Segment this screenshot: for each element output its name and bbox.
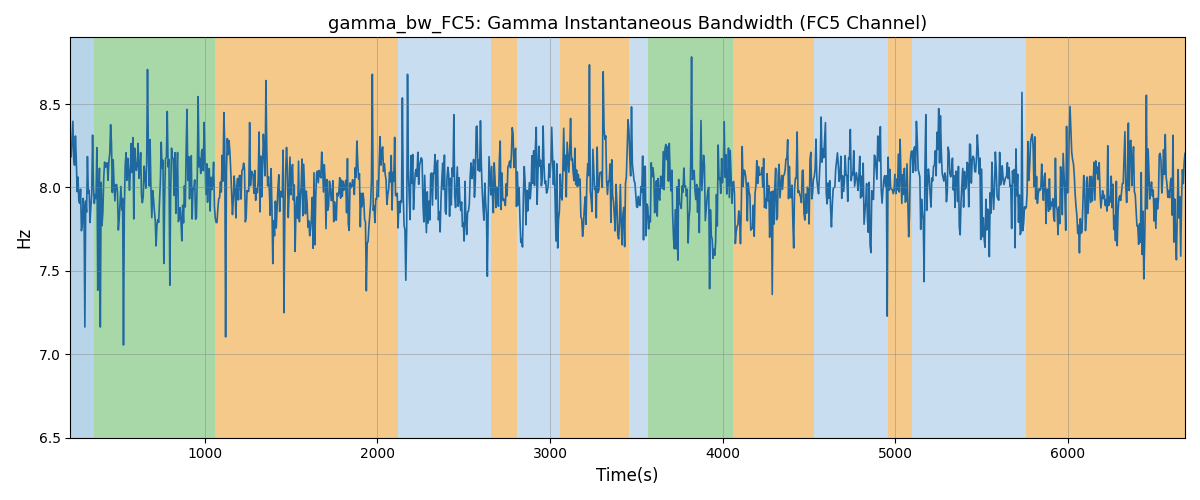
Title: gamma_bw_FC5: Gamma Instantaneous Bandwidth (FC5 Channel): gamma_bw_FC5: Gamma Instantaneous Bandwi…	[328, 15, 928, 34]
Bar	[491, 38, 517, 438]
Bar	[888, 38, 912, 438]
Bar	[215, 38, 398, 438]
Bar	[1026, 38, 1046, 438]
Bar	[814, 38, 888, 438]
Bar	[912, 38, 1026, 438]
Bar	[629, 38, 648, 438]
X-axis label: Time(s): Time(s)	[596, 467, 659, 485]
Bar	[71, 38, 95, 438]
Bar	[648, 38, 733, 438]
Bar	[95, 38, 215, 438]
Bar	[1046, 38, 1186, 438]
Bar	[560, 38, 629, 438]
Bar	[398, 38, 491, 438]
Bar	[517, 38, 560, 438]
Y-axis label: Hz: Hz	[16, 227, 34, 248]
Bar	[733, 38, 814, 438]
